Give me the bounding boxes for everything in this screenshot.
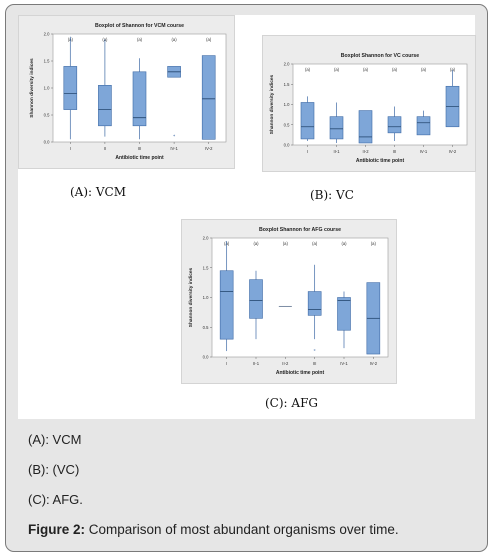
box (249, 279, 263, 319)
box (358, 110, 373, 144)
y-tick-label: 1.5 (44, 59, 50, 64)
x-tick-label: II-2 (362, 149, 369, 154)
x-axis-label: Antibiotic time point (115, 155, 164, 161)
group-letter: (a) (363, 67, 369, 72)
y-axis-label: Shannon diversity indices (188, 267, 194, 327)
panel-caption-vcm: (A): VCM (70, 185, 127, 199)
box (387, 116, 402, 134)
box (416, 116, 431, 136)
x-tick-label: II-2 (282, 361, 289, 366)
group-letter: (a) (283, 241, 289, 246)
box (329, 116, 344, 140)
y-tick-label: 1.5 (203, 265, 209, 270)
group-letter: (a) (341, 241, 347, 246)
legend-item-vcm: (A): VCM (28, 432, 82, 447)
plot-area (211, 237, 389, 358)
x-tick-label: II-1 (333, 149, 340, 154)
boxplot-afg: Boxplot Shannon for AFG course 0.0 0.5 1.0 1… (188, 227, 389, 376)
x-axis-label: Antibiotic time point (276, 370, 325, 376)
x-tick-label: I (70, 146, 71, 151)
y-tick-label: 1.0 (44, 86, 50, 91)
legend-list: (A): VCM (B): (VC) (C): AFG. (28, 431, 83, 521)
group-letter: (a) (312, 241, 318, 246)
x-tick-label: III (138, 146, 142, 151)
chart-title: Boxplot Shannon for AFG course (259, 227, 341, 233)
legend-item-vc: (B): (VC) (28, 462, 80, 477)
figure-caption: Figure 2: Comparison of most abundant or… (28, 522, 399, 537)
panel-caption-vc: (B): VC (310, 188, 354, 202)
chart-title: Boxplot Shannon for VC course (341, 53, 420, 59)
panel-vc: Boxplot Shannon for VC course 0.0 0.5 1.0 1.… (262, 35, 476, 172)
y-tick-label: 2.0 (44, 32, 50, 37)
y-tick-label: 0.0 (203, 355, 209, 360)
box (63, 66, 78, 110)
x-axis-label: Antibiotic time point (356, 158, 405, 164)
y-tick-label: 1.0 (203, 295, 209, 300)
box (307, 291, 322, 316)
boxplot-vcm: Boxplot of Shannon for VCM course 0.0 0.5 1… (29, 23, 227, 161)
group-letter: (a) (421, 67, 427, 72)
group-letter: (a) (450, 67, 456, 72)
group-letter: (a) (371, 241, 377, 246)
x-tick-label: I (226, 361, 227, 366)
y-axis-label: Shannon diversity indices (269, 74, 275, 134)
plot-area (292, 63, 468, 146)
x-tick-label: IV-2 (449, 149, 457, 154)
group-letter: (a) (137, 37, 143, 42)
group-letter: (a) (305, 67, 311, 72)
boxplot-vc: Boxplot Shannon for VC course 0.0 0.5 1.0 1.… (269, 53, 468, 164)
y-axis-label: Shannon diversity indices (29, 58, 35, 118)
outlier-point: * (314, 349, 317, 355)
x-tick-label: III (313, 361, 317, 366)
group-letter: (a) (172, 37, 178, 42)
panel-vcm: Boxplot of Shannon for VCM course 0.0 0.5 1… (18, 15, 235, 169)
outlier-point: * (173, 134, 176, 140)
x-tick-label: IV-1 (170, 146, 178, 151)
chart-title: Boxplot of Shannon for VCM course (95, 23, 184, 29)
box (98, 85, 112, 127)
legend-item-afg: (C): AFG. (28, 492, 83, 507)
group-letter: (a) (253, 241, 259, 246)
group-letter: (a) (206, 37, 212, 42)
box (201, 55, 216, 140)
y-tick-label: 1.5 (284, 82, 290, 87)
y-tick-label: 2.0 (203, 236, 209, 241)
x-tick-label: II-1 (253, 361, 260, 366)
figure-frame: Boxplot of Shannon for VCM course 0.0 0.5 1… (5, 4, 488, 552)
y-tick-label: 0.5 (203, 325, 209, 330)
y-tick-label: 1.0 (284, 102, 290, 107)
figure-caption-label: Figure 2: (28, 522, 86, 537)
x-tick-label: IV-1 (340, 361, 348, 366)
box (219, 270, 234, 340)
box (300, 102, 315, 140)
figure-caption-text: Comparison of most abundant organisms ov… (85, 522, 399, 537)
x-tick-label: III (393, 149, 397, 154)
box (132, 71, 147, 127)
group-letter: (a) (392, 67, 398, 72)
y-tick-label: 2.0 (284, 62, 290, 67)
x-tick-label: I (307, 149, 308, 154)
y-tick-label: 0.0 (284, 143, 290, 148)
panel-afg: Boxplot Shannon for AFG course 0.0 0.5 1.0 1… (181, 219, 397, 384)
panel-caption-afg: (C): AFG (265, 396, 318, 410)
x-tick-label: IV-2 (205, 146, 213, 151)
x-tick-label: IV-1 (420, 149, 428, 154)
x-tick-label: II (104, 146, 106, 151)
x-tick-label: IV-2 (370, 361, 378, 366)
box (337, 297, 351, 331)
y-tick-label: 0.0 (44, 140, 50, 145)
group-letter: (a) (334, 67, 340, 72)
y-tick-label: 0.5 (44, 113, 50, 118)
y-tick-label: 0.5 (284, 122, 290, 127)
figure-image: Boxplot of Shannon for VCM course 0.0 0.5 1… (18, 15, 476, 419)
